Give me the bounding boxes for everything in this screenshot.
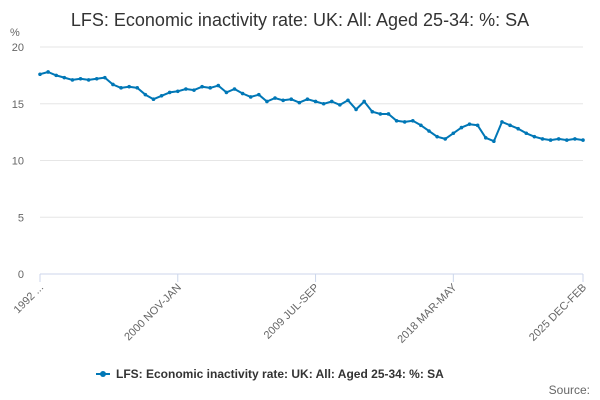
data-point[interactable] <box>38 72 42 77</box>
data-point[interactable] <box>297 100 302 105</box>
data-point[interactable] <box>378 112 383 116</box>
data-point[interactable] <box>184 87 188 91</box>
y-tick-label-15: 15 <box>12 99 24 111</box>
data-point[interactable] <box>419 123 423 128</box>
data-point[interactable] <box>394 118 399 123</box>
data-point[interactable] <box>483 136 488 140</box>
data-point[interactable] <box>289 97 294 102</box>
data-point[interactable] <box>305 97 310 102</box>
x-tick-label-3: 2018 MAR-MAY <box>395 281 460 346</box>
data-point[interactable] <box>443 137 448 141</box>
data-point[interactable] <box>329 99 334 104</box>
data-point[interactable] <box>435 134 439 139</box>
data-point[interactable] <box>338 103 342 107</box>
legend-series-label[interactable]: LFS: Economic inactivity rate: UK: All: … <box>116 367 444 381</box>
y-tick-label-10: 10 <box>12 156 24 168</box>
data-point[interactable] <box>362 99 366 104</box>
y-tick-label-0: 0 <box>18 269 24 281</box>
data-point[interactable] <box>192 88 196 92</box>
data-point[interactable] <box>370 109 375 114</box>
data-point[interactable] <box>427 129 431 133</box>
data-point[interactable] <box>564 138 569 142</box>
data-point[interactable] <box>273 96 277 100</box>
data-point[interactable] <box>216 83 221 88</box>
data-point[interactable] <box>524 131 529 136</box>
y-tick-label-20: 20 <box>12 42 24 54</box>
data-point[interactable] <box>313 99 318 104</box>
legend[interactable]: LFS: Economic inactivity rate: UK: All: … <box>96 367 444 381</box>
data-point[interactable] <box>200 84 204 89</box>
data-point[interactable] <box>508 123 512 128</box>
y-tick-label-5: 5 <box>18 212 24 224</box>
data-point[interactable] <box>402 120 407 124</box>
data-point[interactable] <box>135 86 140 90</box>
data-point[interactable] <box>265 99 269 104</box>
data-point[interactable] <box>103 75 107 80</box>
data-point[interactable] <box>532 134 537 139</box>
y-axis-tick-labels: 0 5 10 15 20 <box>12 42 24 281</box>
data-point[interactable] <box>94 76 99 81</box>
data-point[interactable] <box>159 94 164 98</box>
data-point[interactable] <box>175 89 180 94</box>
data-point[interactable] <box>70 78 75 82</box>
gridlines <box>40 46 583 218</box>
data-point[interactable] <box>224 90 229 95</box>
data-point[interactable] <box>54 73 59 78</box>
x-axis-ticks: 1992 ... 2000 NOV-JAN 2009 JUL-SEP 2018 MAR… <box>12 274 589 346</box>
chart-title: LFS: Economic inactivity rate: UK: All: … <box>71 10 529 30</box>
series-group <box>38 70 585 144</box>
data-point[interactable] <box>167 90 172 95</box>
data-point[interactable] <box>248 95 253 99</box>
data-point[interactable] <box>386 112 391 116</box>
data-point[interactable] <box>346 98 350 103</box>
data-point[interactable] <box>46 70 50 74</box>
data-point[interactable] <box>581 138 585 142</box>
x-tick-label-4: 2025 DEC-FEB <box>527 282 589 344</box>
data-point[interactable] <box>143 92 148 97</box>
x-tick-label-1: 2000 NOV-JAN <box>122 282 184 344</box>
x-tick-label-0: 1992 ... <box>12 282 46 316</box>
data-point[interactable] <box>257 92 261 97</box>
x-tick-label-2: 2009 JUL-SEP <box>262 282 322 342</box>
data-point[interactable] <box>516 126 520 131</box>
data-point[interactable] <box>459 125 464 130</box>
data-point[interactable] <box>540 137 545 141</box>
data-point[interactable] <box>475 123 480 128</box>
data-point[interactable] <box>411 118 415 123</box>
data-point[interactable] <box>111 82 115 87</box>
data-point[interactable] <box>232 87 237 91</box>
series-line <box>39 71 584 143</box>
data-point[interactable] <box>62 75 67 80</box>
data-point[interactable] <box>119 86 123 90</box>
data-point[interactable] <box>127 84 131 89</box>
data-point[interactable] <box>208 86 212 90</box>
source-label: Source: <box>549 383 590 397</box>
data-point[interactable] <box>573 137 577 141</box>
data-point[interactable] <box>281 98 285 103</box>
y-axis-unit-label: % <box>10 27 20 39</box>
data-point[interactable] <box>354 107 358 112</box>
data-point[interactable] <box>451 131 456 136</box>
data-point[interactable] <box>321 101 326 106</box>
data-point[interactable] <box>467 122 472 126</box>
data-point[interactable] <box>556 137 561 141</box>
legend-marker-swatch <box>100 371 106 377</box>
data-point[interactable] <box>548 138 553 142</box>
data-point[interactable] <box>86 78 91 82</box>
data-point[interactable] <box>500 120 504 124</box>
data-point[interactable] <box>492 139 496 144</box>
data-point[interactable] <box>78 76 83 81</box>
data-point[interactable] <box>151 97 156 102</box>
data-point[interactable] <box>240 91 245 96</box>
